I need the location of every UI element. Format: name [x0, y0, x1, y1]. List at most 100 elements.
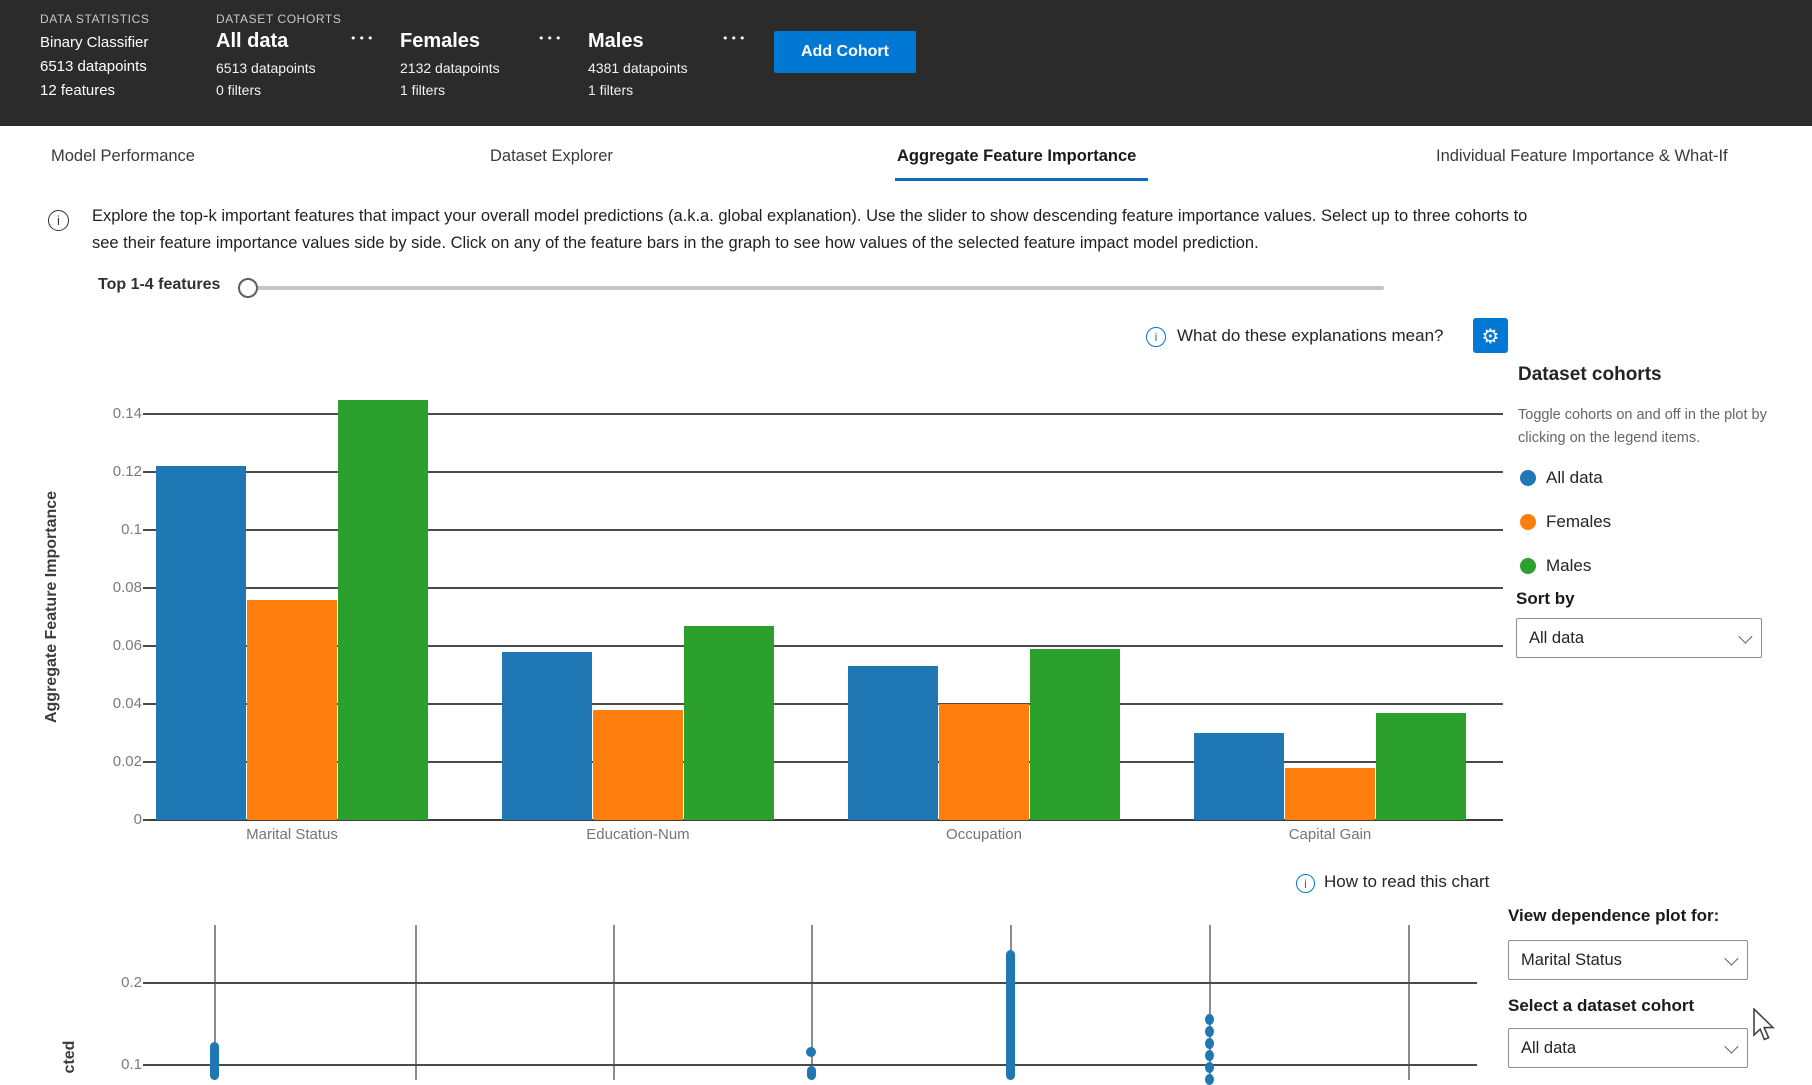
- ellipsis-icon[interactable]: •••: [350, 32, 376, 45]
- y-tick-mark: [143, 819, 150, 821]
- page-description: Explore the top-k important features tha…: [92, 207, 1528, 252]
- gridline: [150, 587, 1503, 589]
- legend-item-all-data[interactable]: All data: [1520, 468, 1603, 488]
- y-tick-mark: [143, 471, 150, 473]
- cohort-panel-title: Dataset cohorts: [1518, 364, 1662, 385]
- scatter-point[interactable]: [1204, 1061, 1214, 1073]
- tab-model-performance[interactable]: Model Performance: [51, 147, 195, 165]
- cohort-filters: 1 filters: [400, 82, 446, 98]
- info-icon[interactable]: i: [1296, 874, 1315, 893]
- bar-marital-status-all-data[interactable]: [155, 466, 246, 820]
- bar-occupation-females[interactable]: [938, 704, 1029, 820]
- gridline: [150, 1064, 1477, 1066]
- model-features: 12 features: [40, 82, 116, 99]
- x-gridline: [1209, 925, 1211, 1080]
- cohort-name[interactable]: Females: [400, 30, 481, 52]
- dependence-feature-dropdown[interactable]: Marital Status: [1508, 940, 1748, 980]
- y-tick-mark: [143, 982, 150, 984]
- x-gridline: [811, 925, 813, 1080]
- settings-button[interactable]: ⚙: [1473, 318, 1508, 353]
- tab-dataset-explorer[interactable]: Dataset Explorer: [490, 147, 613, 165]
- gridline: [150, 982, 1477, 984]
- bar-education-num-males[interactable]: [683, 626, 774, 820]
- legend-dot-females: [1520, 514, 1536, 530]
- gridline: [150, 703, 1503, 705]
- y-tick-label: 0.14: [112, 405, 142, 422]
- gridline: [150, 761, 1503, 763]
- view-dependence-label: View dependence plot for:: [1508, 906, 1720, 925]
- cohort-card-all-data[interactable]: All data 6513 datapoints 0 filters: [216, 30, 316, 98]
- x-category-label: Education-Num: [586, 826, 690, 843]
- y-tick-mark: [143, 761, 150, 763]
- scatter-point[interactable]: [806, 1046, 816, 1057]
- bar-occupation-all-data[interactable]: [847, 666, 938, 820]
- cohort-name[interactable]: All data: [216, 30, 289, 52]
- scatter-point[interactable]: [1204, 1073, 1214, 1085]
- explanations-link[interactable]: What do these explanations mean?: [1177, 326, 1444, 345]
- y-tick-label: 0: [133, 811, 142, 828]
- gridline: [150, 645, 1503, 647]
- legend-item-females[interactable]: Females: [1520, 512, 1611, 532]
- gridline: [150, 413, 1503, 415]
- bar-occupation-males[interactable]: [1029, 649, 1120, 820]
- legend-dot-all-data: [1520, 470, 1536, 486]
- scatter-point[interactable]: [1204, 1013, 1214, 1025]
- y-tick-mark: [143, 587, 150, 589]
- legend-dot-males: [1520, 558, 1536, 574]
- bar-marital-status-females[interactable]: [246, 600, 337, 820]
- cohort-card-females[interactable]: Females 2132 datapoints 1 filters: [400, 30, 500, 98]
- model-type: Binary Classifier: [40, 34, 149, 51]
- dependence-cohort-dropdown[interactable]: All data: [1508, 1028, 1748, 1068]
- scatter-cluster[interactable]: [806, 1065, 816, 1080]
- ellipsis-icon[interactable]: •••: [538, 32, 564, 45]
- y-tick-mark: [143, 703, 150, 705]
- scatter-point[interactable]: [1204, 1037, 1214, 1049]
- bar-capital-gain-females[interactable]: [1284, 768, 1375, 820]
- cohort-datapoints: 6513 datapoints: [216, 60, 316, 76]
- select-cohort-label: Select a dataset cohort: [1508, 996, 1695, 1015]
- dependence-y-axis-label-fragment: cted: [61, 1040, 78, 1074]
- tab-aggregate-feature-importance[interactable]: Aggregate Feature Importance: [897, 147, 1137, 165]
- cohort-filters: 0 filters: [216, 82, 262, 98]
- cohort-card-males[interactable]: Males 4381 datapoints 1 filters: [588, 30, 688, 98]
- x-category-label: Occupation: [946, 826, 1022, 843]
- sort-by-dropdown[interactable]: All data: [1516, 618, 1762, 658]
- model-datapoints: 6513 datapoints: [40, 58, 147, 75]
- dataset-cohorts-label: DATASET COHORTS: [216, 12, 342, 26]
- bar-capital-gain-all-data[interactable]: [1193, 733, 1284, 820]
- cohort-name[interactable]: Males: [588, 30, 644, 52]
- gridline: [150, 529, 1503, 531]
- cohort-datapoints: 2132 datapoints: [400, 60, 500, 76]
- topk-slider-track[interactable]: [250, 286, 1384, 290]
- bar-education-num-females[interactable]: [592, 710, 683, 820]
- scatter-point[interactable]: [1204, 1049, 1214, 1061]
- bar-marital-status-males[interactable]: [337, 400, 428, 820]
- scatter-cluster[interactable]: [1005, 950, 1015, 1080]
- x-gridline: [613, 925, 615, 1080]
- y-tick-label: 0.06: [112, 637, 142, 654]
- bar-education-num-all-data[interactable]: [501, 652, 592, 820]
- sort-by-label: Sort by: [1516, 589, 1575, 608]
- scatter-cluster[interactable]: [209, 1042, 219, 1080]
- mouse-cursor: [1753, 1008, 1775, 1041]
- tab-individual-feature-importance[interactable]: Individual Feature Importance & What-If: [1436, 147, 1728, 165]
- y-tick-label: 0.04: [112, 695, 142, 712]
- how-to-read-link[interactable]: How to read this chart: [1324, 872, 1490, 891]
- add-cohort-button[interactable]: Add Cohort: [774, 31, 916, 73]
- topk-slider-knob[interactable]: [238, 278, 258, 298]
- legend-item-males[interactable]: Males: [1520, 556, 1591, 576]
- x-category-label: Marital Status: [246, 826, 338, 843]
- ellipsis-icon[interactable]: •••: [722, 32, 748, 45]
- bar-capital-gain-males[interactable]: [1375, 713, 1466, 820]
- cohort-filters: 1 filters: [588, 82, 634, 98]
- scatter-point[interactable]: [1204, 1025, 1214, 1037]
- chevron-down-icon: [1724, 1039, 1739, 1054]
- y-tick-mark: [143, 413, 150, 415]
- y-tick-label: 0.2: [121, 974, 142, 991]
- info-icon[interactable]: i: [1146, 327, 1166, 347]
- x-category-label: Capital Gain: [1288, 826, 1372, 843]
- y-tick-label: 0.1: [121, 521, 142, 538]
- chevron-down-icon: [1738, 629, 1753, 644]
- y-tick-mark: [143, 645, 150, 647]
